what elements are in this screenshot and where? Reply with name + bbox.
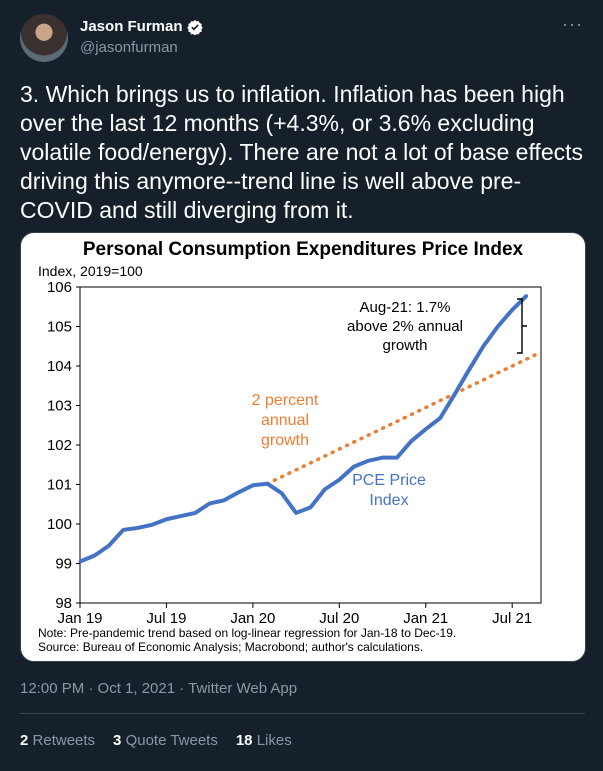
pce-label: PCE Price Index (352, 472, 426, 509)
chart-title: Personal Consumption Expenditures Price … (83, 239, 524, 260)
annotation-bracket (517, 298, 527, 354)
pce-point (222, 498, 226, 502)
pce-point (309, 505, 312, 509)
pce-point (323, 487, 327, 491)
y-tick-label: 98 (55, 595, 72, 612)
plot-frame (79, 286, 542, 604)
y-tick-label: 104 (47, 358, 72, 375)
y-axis-label: Index, 2019=100 (38, 263, 143, 279)
x-tick-label: Jul 20 (319, 610, 359, 627)
pce-point (136, 526, 140, 530)
pce-point (78, 560, 82, 564)
pce-point (208, 501, 212, 505)
pce-point (337, 478, 341, 482)
likes-stat[interactable]: 18 Likes (235, 732, 292, 749)
chart-note: Note: Pre-pandemic trend based on log-li… (38, 626, 456, 640)
engagement-stats: 2 Retweets 3 Quote Tweets 18 Likes (20, 732, 292, 749)
pce-point (525, 294, 529, 298)
y-tick-label: 100 (47, 516, 72, 533)
verified-badge-icon (186, 19, 203, 35)
pce-point (481, 344, 485, 348)
pce-point (280, 491, 284, 495)
pce-point (107, 544, 111, 548)
y-tick-label: 105 (47, 319, 72, 336)
pce-point (179, 514, 183, 518)
pce-point (424, 427, 428, 431)
pce-point (352, 465, 356, 469)
pce-line (79, 294, 528, 564)
y-tick-label: 99 (55, 556, 72, 573)
pce-point (453, 392, 457, 396)
pce-point (467, 368, 471, 372)
tweet-text: 3. Which brings us to inflation. Inflati… (20, 81, 583, 223)
pce-point (294, 511, 298, 515)
pce-point (395, 456, 399, 460)
pce-chart: Personal Consumption Expenditures Price … (38, 239, 543, 654)
pce-point (121, 528, 125, 532)
avatar[interactable] (20, 14, 68, 62)
x-tick-label: Jan 21 (403, 610, 448, 627)
trend-line (265, 350, 543, 486)
x-tick-label: Jul 19 (146, 610, 186, 627)
pce-point (510, 308, 514, 312)
pce-point (496, 325, 500, 328)
y-tick-label: 106 (47, 279, 72, 296)
chart-image[interactable]: Personal Consumption Expenditures Price … (20, 232, 586, 662)
chart-source: Source: Bureau of Economic Analysis; Mac… (38, 640, 423, 654)
y-tick-label: 102 (47, 437, 72, 454)
author-name-row[interactable]: Jason Furman (80, 18, 203, 35)
pce-point (409, 439, 413, 443)
x-tick-label: Jan 20 (230, 610, 275, 627)
divider-top (20, 713, 585, 714)
quotes-stat[interactable]: 3 Quote Tweets (113, 732, 218, 749)
more-options-icon[interactable]: ··· (562, 14, 583, 34)
pce-point (164, 517, 168, 521)
y-tick-label: 101 (47, 477, 72, 494)
retweets-stat[interactable]: 2 Retweets (20, 732, 96, 749)
pce-point (438, 416, 442, 420)
tweet-timestamp[interactable]: 12:00 PM · Oct 1, 2021 · Twitter Web App (20, 680, 298, 697)
pce-point (251, 483, 255, 487)
pce-point (193, 511, 197, 515)
y-tick-label: 103 (47, 398, 72, 415)
author-handle[interactable]: @jasonfurman (80, 39, 178, 56)
pce-point (150, 523, 154, 527)
pce-point (265, 482, 269, 486)
pce-point (236, 490, 240, 494)
trend-label: 2 percent annual growth (252, 392, 319, 449)
x-tick-label: Jul 21 (492, 610, 532, 627)
pce-point (92, 554, 96, 558)
pce-point (381, 456, 385, 460)
author-name[interactable]: Jason Furman (80, 18, 183, 35)
x-tick-label: Jan 19 (57, 610, 102, 627)
annotation-aug21: Aug-21: 1.7% above 2% annual growth (347, 299, 463, 354)
pce-point (366, 459, 370, 463)
